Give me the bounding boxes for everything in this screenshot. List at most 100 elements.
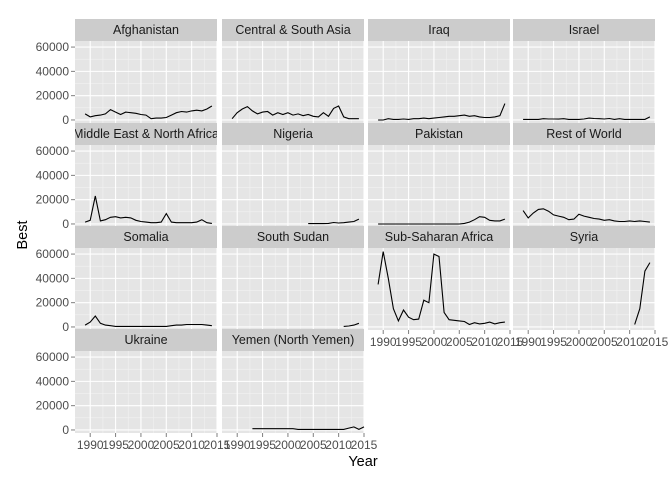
series-line [252, 426, 365, 431]
y-tick-label: 60000 [36, 40, 70, 54]
facet-strip-label: Syria [570, 230, 599, 244]
facet-panel-background [368, 145, 510, 227]
facet-strip [222, 329, 364, 351]
series-line [231, 105, 359, 120]
series-line [343, 322, 360, 327]
facet-panel-background [368, 41, 510, 123]
x-tick-label: 2015 [642, 335, 669, 349]
x-tick-label: 1995 [249, 438, 276, 452]
facet-panel: Central & South Asia [222, 19, 365, 123]
facet-strip [513, 19, 655, 41]
facet-panel: Afghanistan 0 20000 40000 60000 [36, 19, 218, 127]
facet-panel-background [222, 351, 364, 433]
series-line [523, 116, 651, 120]
x-tick-label: 2005 [446, 335, 473, 349]
x-tick-label: 2010 [471, 335, 498, 349]
facet-strip [513, 226, 655, 248]
facet-strip-label: Yemen (North Yemen) [232, 333, 355, 347]
y-tick-label: 0 [62, 320, 69, 334]
x-tick-label: 2005 [153, 438, 180, 452]
y-tick-label: 40000 [36, 374, 70, 388]
facet-strip-label: Central & South Asia [235, 23, 350, 37]
facet-strip [368, 123, 510, 145]
facet-panel: Rest of World [513, 123, 656, 227]
facet-panel-background [513, 248, 655, 330]
facet-panel-background [513, 41, 655, 123]
y-tick-label: 0 [62, 217, 69, 231]
x-tick-label: 2010 [178, 438, 205, 452]
facet-strip [75, 19, 217, 41]
facet-panel-background [222, 248, 364, 330]
facet-strip [368, 19, 510, 41]
y-tick-label: 20000 [36, 296, 70, 310]
series-line [377, 251, 505, 326]
facet-panel-background [75, 351, 217, 433]
facet-panel: Middle East & North Africa 0 20000 40000 600… [36, 123, 219, 231]
series-line [84, 315, 212, 327]
facet-strip-label: Iraq [428, 23, 450, 37]
x-tick-label: 2005 [591, 335, 618, 349]
facet-strip [75, 226, 217, 248]
facet-panel: Pakistan [368, 123, 511, 227]
x-tick-label: 2000 [128, 438, 155, 452]
facet-strip [222, 123, 364, 145]
x-tick-label: 2010 [325, 438, 352, 452]
facet-strip-label: Rest of World [546, 127, 622, 141]
facet-panel-background [222, 41, 364, 123]
facet-strip [222, 226, 364, 248]
facet-panel: Iraq [368, 19, 511, 123]
y-tick-label: 0 [62, 423, 69, 437]
facet-strip-label: Israel [569, 23, 600, 37]
series-line [84, 105, 213, 120]
x-tick-label: 2015 [351, 438, 378, 452]
y-tick-label: 60000 [36, 144, 70, 158]
x-tick-label: 2000 [566, 335, 593, 349]
facet-panel-background [222, 145, 364, 227]
x-tick-label: 2000 [275, 438, 302, 452]
series-line [378, 216, 506, 225]
facet-strip-label: South Sudan [257, 230, 329, 244]
x-tick-label: 2015 [497, 335, 524, 349]
x-tick-label: 1990 [515, 335, 542, 349]
y-tick-label: 60000 [36, 350, 70, 364]
x-tick-label: 2005 [300, 438, 327, 452]
facet-panel: Somalia 0 20000 40000 60000 [36, 226, 218, 334]
facet-panel: Ukraine020000400006000019901995200020052… [36, 329, 231, 452]
x-tick-label: 1995 [540, 335, 567, 349]
series-line [378, 103, 506, 121]
y-tick-label: 60000 [36, 247, 70, 261]
y-tick-label: 20000 [36, 89, 70, 103]
y-tick-label: 20000 [36, 193, 70, 207]
facet-strip-label: Sub-Saharan Africa [385, 230, 493, 244]
facet-strip-label: Pakistan [415, 127, 463, 141]
facet-strip [222, 19, 364, 41]
y-tick-label: 40000 [36, 168, 70, 182]
y-tick-label: 40000 [36, 271, 70, 285]
facet-strip-label: Middle East & North Africa [73, 127, 219, 141]
y-tick-label: 0 [62, 113, 69, 127]
x-tick-label: 1990 [370, 335, 397, 349]
facet-panel: Nigeria [222, 123, 365, 227]
facet-strip-label: Somalia [123, 230, 168, 244]
x-tick-label: 1995 [102, 438, 129, 452]
facet-panel: Israel [513, 19, 656, 123]
facet-strip-label: Nigeria [273, 127, 313, 141]
facet-panel-background [75, 41, 217, 123]
series-line [84, 195, 212, 224]
x-tick-label: 2000 [421, 335, 448, 349]
facet-strip-label: Ukraine [124, 333, 167, 347]
facet-panel-background [75, 145, 217, 227]
y-axis-title: Best [15, 220, 31, 249]
series-line [522, 208, 650, 223]
x-axis-title: Year [348, 454, 377, 470]
facet-panel: South Sudan [222, 226, 365, 330]
facet-panel: Sub-Saharan Africa 1990199520002005201020… [368, 226, 524, 349]
series-line [634, 262, 651, 325]
facet-strip [368, 226, 510, 248]
facet-strip [75, 329, 217, 351]
x-tick-label: 2010 [616, 335, 643, 349]
y-tick-label: 40000 [36, 64, 70, 78]
